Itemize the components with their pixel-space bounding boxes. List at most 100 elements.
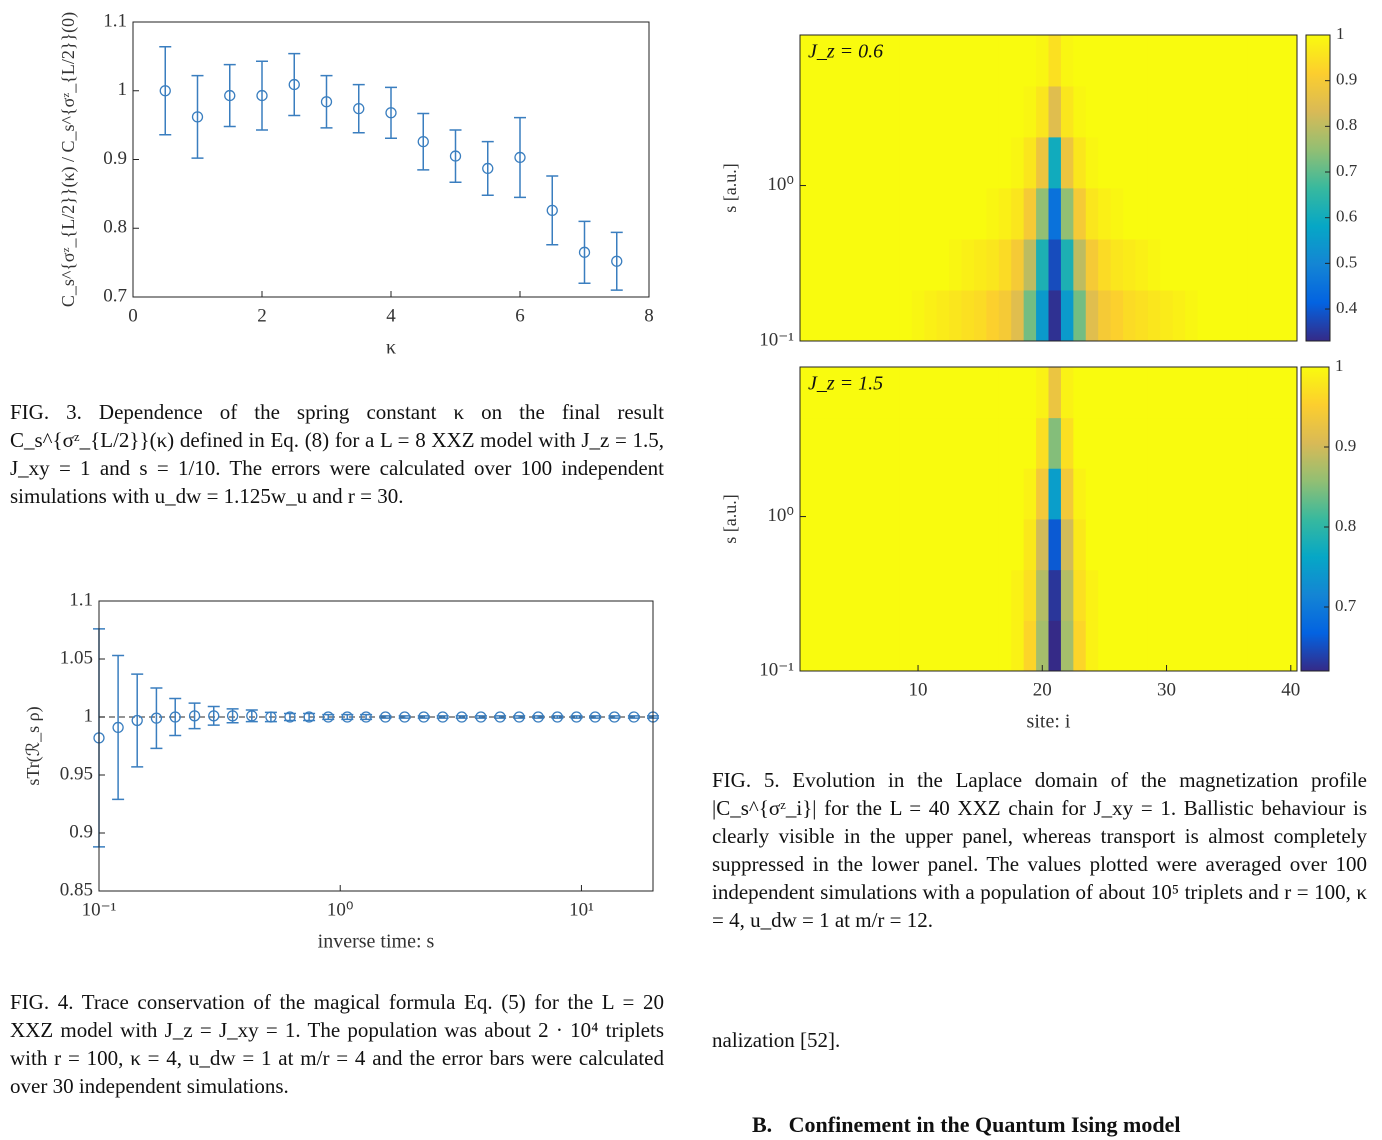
heatmap-cell: [1284, 569, 1298, 621]
heatmap-cell: [924, 86, 938, 138]
heatmap-cell: [998, 417, 1012, 469]
heatmap-cell: [824, 290, 838, 342]
heatmap-cell: [924, 187, 938, 240]
heatmap-cell: [973, 187, 987, 240]
heatmap-cell: [1197, 239, 1211, 291]
panel-annotation: J_z = 1.5: [808, 373, 883, 395]
heatmap-cell: [1172, 518, 1186, 571]
heatmap-cell: [1060, 518, 1074, 571]
heatmap-cell: [862, 136, 875, 189]
data-point: [353, 102, 365, 115]
heatmap-cell: [911, 620, 925, 672]
heatmap-cell: [1147, 468, 1161, 520]
heatmap-cell: [1259, 35, 1273, 87]
heatmap-cell: [1147, 569, 1161, 621]
heatmap-cell: [1023, 620, 1037, 672]
heatmap-cell: [1197, 35, 1211, 87]
heatmap-cell: [973, 86, 987, 138]
heatmap-cell: [986, 620, 1000, 672]
error-bar: [385, 86, 397, 139]
heatmap-cell: [1259, 187, 1273, 240]
data-point: [224, 89, 236, 102]
heatmap-cell: [800, 518, 813, 571]
data-point: [475, 711, 487, 723]
heatmap-cell: [824, 35, 838, 87]
heatmap-cell: [1023, 367, 1037, 419]
heatmap-cell: [1147, 367, 1161, 419]
heatmap-cell: [1259, 417, 1273, 469]
heatmap-cell: [1073, 518, 1087, 571]
heatmap-cell: [949, 468, 962, 520]
heatmap-cell: [862, 518, 875, 571]
heatmap-cell: [1259, 367, 1273, 419]
heatmap-cell: [1234, 187, 1248, 240]
heatmap-cell: [899, 86, 913, 138]
heatmap-cell: [837, 569, 851, 621]
data-point: [226, 710, 239, 722]
heatmap-cell: [874, 569, 888, 621]
data-point: [159, 85, 171, 97]
heatmap-cell: [1098, 468, 1112, 520]
heatmap-cell: [1135, 518, 1149, 571]
heatmap-cell: [1023, 187, 1037, 240]
heatmap-cell: [812, 518, 826, 571]
heatmap-cell: [1284, 35, 1298, 87]
colorbar-tick-label: 1: [1336, 24, 1345, 43]
heatmap-cell: [849, 518, 863, 571]
heatmap-cell: [899, 417, 913, 469]
data-point: [417, 135, 429, 148]
heatmap-cell: [800, 187, 813, 240]
y-tick-label: 0.9: [69, 821, 93, 842]
heatmap-cell: [812, 136, 826, 189]
data-point: [265, 711, 277, 723]
heatmap-cell: [1135, 290, 1149, 342]
heatmap-cell: [1160, 239, 1174, 291]
heatmap-cell: [1284, 367, 1298, 419]
heatmap-cell: [1060, 620, 1074, 672]
x-axis-label: site: i: [1027, 711, 1071, 733]
section-heading: B. Confinement in the Quantum Ising mode…: [752, 1112, 1181, 1137]
heatmap-cell: [800, 468, 813, 520]
error-bar: [417, 112, 430, 171]
heatmap-cell: [973, 136, 987, 189]
data-point: [288, 78, 300, 91]
heatmap-cell: [837, 290, 851, 342]
heatmap-cell: [911, 367, 925, 419]
panel-annotation: J_z = 0.6: [808, 41, 883, 63]
heatmap-cell: [1135, 417, 1149, 469]
heatmap-cell: [1036, 290, 1049, 342]
data-point: [188, 710, 201, 722]
heatmap-cell: [1135, 620, 1149, 672]
heatmap-cell: [1060, 367, 1074, 419]
heatmap-cell: [1247, 239, 1261, 291]
heatmap-cell: [812, 86, 826, 138]
heatmap-cell: [1284, 417, 1298, 469]
heatmap-cell: [936, 518, 950, 571]
heatmap-cell: [1023, 136, 1037, 189]
colorbar: [1300, 366, 1330, 672]
heatmap-cell: [1048, 187, 1062, 240]
heatmap-cell: [874, 86, 888, 138]
y-tick-label: 0.8: [103, 217, 127, 238]
heatmap-cell: [961, 620, 975, 672]
heatmap-cell: [1172, 35, 1186, 87]
heatmap-cell: [936, 136, 950, 189]
heatmap-cell: [1172, 468, 1186, 520]
heatmap-cell: [1123, 468, 1136, 520]
data-point: [191, 111, 204, 123]
data-point: [482, 162, 494, 175]
heatmap-cell: [1210, 136, 1223, 189]
colorbar-tick-label: 1: [1335, 356, 1344, 375]
error-bar: [398, 715, 411, 719]
heatmap-cell: [949, 569, 962, 621]
heatmap-cell: [1098, 367, 1112, 419]
heatmap-cell: [961, 569, 975, 621]
heatmap-cell: [924, 417, 938, 469]
heatmap-cell: [1036, 417, 1049, 469]
heatmap-cell: [1272, 518, 1285, 571]
heatmap-cell: [1185, 518, 1198, 571]
x-tick-label: 10¹: [569, 899, 594, 920]
heatmap-cell: [1048, 239, 1062, 291]
heatmap-cell: [1284, 86, 1298, 138]
x-tick-label: 10⁻¹: [82, 899, 117, 920]
